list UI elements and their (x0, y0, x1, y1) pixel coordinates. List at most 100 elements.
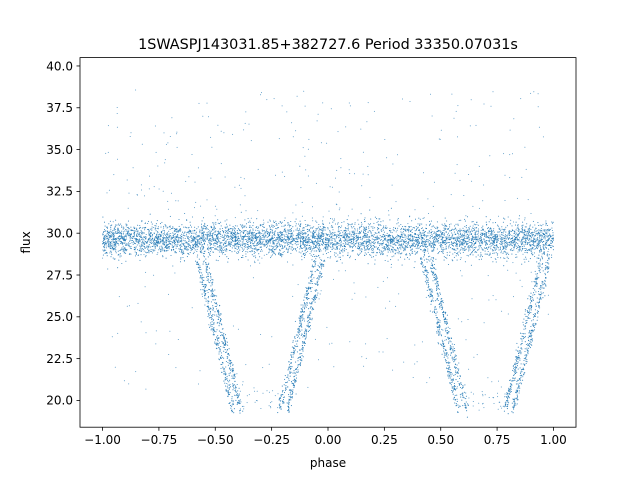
data-point (469, 241, 471, 244)
data-point (303, 235, 305, 237)
data-point (357, 232, 359, 234)
data-point (190, 235, 192, 237)
data-point (448, 230, 451, 232)
data-point (428, 220, 431, 222)
data-point (528, 260, 530, 262)
data-point (262, 223, 264, 226)
data-point (363, 237, 365, 239)
data-point (539, 239, 542, 241)
data-point (203, 255, 205, 257)
data-point (473, 236, 475, 238)
data-point (157, 252, 159, 254)
data-point (405, 234, 407, 236)
data-point (301, 247, 303, 249)
data-point (330, 246, 332, 249)
data-point (357, 235, 359, 237)
data-point (284, 245, 286, 247)
data-point (183, 260, 185, 262)
data-point (118, 230, 121, 232)
data-point (479, 234, 482, 236)
data-point (313, 233, 315, 235)
data-point (126, 229, 128, 231)
data-point (390, 259, 392, 261)
data-point (459, 249, 461, 251)
data-point (394, 252, 396, 254)
data-point (552, 238, 554, 240)
data-point (210, 230, 212, 232)
data-point (413, 267, 415, 269)
data-point (393, 240, 395, 242)
data-point (207, 231, 209, 233)
data-point (404, 248, 406, 250)
data-point (374, 259, 376, 261)
data-point (493, 240, 495, 242)
data-point (123, 235, 125, 237)
data-point (228, 238, 230, 240)
data-point (397, 219, 399, 221)
data-point (302, 253, 304, 256)
data-point (222, 230, 224, 232)
data-point (440, 245, 442, 247)
data-point (144, 247, 146, 249)
data-point (117, 250, 119, 252)
data-point (446, 225, 448, 228)
data-point (399, 240, 402, 242)
data-point (479, 245, 481, 247)
data-point (139, 250, 141, 252)
data-point (232, 228, 234, 230)
data-point (281, 221, 283, 223)
data-point (522, 243, 524, 245)
data-point (482, 249, 484, 251)
data-point (166, 232, 169, 234)
data-point (366, 236, 368, 238)
data-point (276, 244, 278, 246)
data-point (499, 236, 501, 238)
data-point (353, 232, 355, 234)
data-point (398, 239, 400, 241)
data-point (221, 242, 223, 244)
data-point (224, 242, 226, 244)
data-point (378, 218, 380, 220)
data-point (513, 246, 515, 248)
data-point (187, 230, 189, 232)
data-point (225, 223, 228, 225)
data-point (288, 243, 290, 246)
data-point (375, 246, 377, 248)
data-point (404, 236, 406, 238)
data-point (109, 244, 111, 246)
data-point (323, 241, 325, 243)
data-point (259, 256, 261, 258)
data-point (403, 236, 405, 238)
data-point (465, 235, 467, 237)
data-point (333, 220, 335, 222)
data-point (105, 235, 107, 238)
data-point (305, 251, 307, 254)
data-point (283, 250, 285, 253)
data-point (472, 254, 474, 256)
data-point (536, 238, 538, 240)
data-point (106, 252, 108, 254)
data-point (480, 229, 482, 231)
data-point (423, 232, 425, 234)
data-point (215, 247, 217, 249)
data-point (146, 245, 148, 247)
data-point (377, 243, 379, 245)
data-point (500, 250, 502, 252)
data-point (356, 240, 358, 242)
data-point (519, 249, 521, 251)
data-point (409, 230, 411, 232)
data-point (305, 238, 307, 240)
data-point (246, 236, 248, 238)
data-point (299, 241, 302, 243)
data-point (439, 236, 441, 238)
data-point (389, 244, 391, 246)
data-point (322, 220, 324, 222)
data-point (201, 236, 203, 238)
data-point (208, 267, 211, 269)
data-point (191, 236, 193, 238)
data-point (224, 254, 226, 256)
data-point (545, 244, 547, 246)
data-point (546, 229, 548, 231)
data-point (204, 240, 206, 243)
data-point (183, 226, 185, 228)
